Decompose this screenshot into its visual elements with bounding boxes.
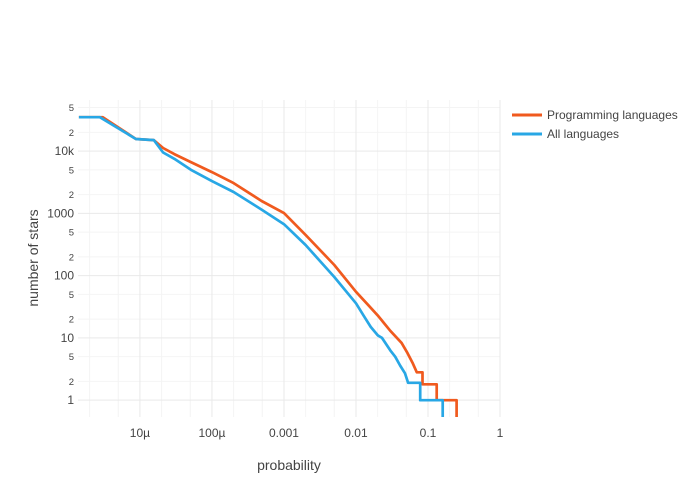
axis-tick-labels: 10µ 100µ 0.001 0.01 0.1 1 10k 1000 100 10 1 5 2 5 2 5 2 5… [47, 103, 503, 440]
x-axis-title: probability [257, 457, 321, 473]
series-line-all-languages [78, 115, 445, 417]
legend-item-all-languages[interactable]: All languages [512, 127, 619, 141]
x-tick-label: 0.001 [269, 426, 299, 440]
y-tick-label: 10k [55, 144, 75, 158]
y-tick-label: 10 [61, 331, 75, 345]
series-line-programming-languages [78, 115, 458, 417]
x-tick-label: 0.01 [344, 426, 368, 440]
x-tick-label: 10µ [130, 426, 150, 440]
y-minor-tick-label: 2 [69, 190, 74, 201]
y-minor-tick-label: 5 [69, 228, 74, 239]
gridlines [78, 100, 501, 417]
y-minor-tick-label: 2 [69, 315, 74, 326]
y-minor-tick-label: 5 [69, 290, 74, 301]
y-axis-title: number of stars [25, 209, 41, 306]
legend-item-label: All languages [547, 127, 619, 141]
y-minor-tick-label: 5 [69, 103, 74, 114]
y-minor-tick-label: 2 [69, 128, 74, 139]
legend: Programming languages All languages [512, 108, 678, 141]
data-series [78, 115, 458, 417]
y-tick-label: 100 [54, 269, 74, 283]
y-minor-tick-label: 2 [69, 252, 74, 263]
x-tick-label: 100µ [198, 426, 225, 440]
x-tick-label: 0.1 [420, 426, 437, 440]
y-tick-label: 1 [67, 393, 74, 407]
y-minor-tick-label: 5 [69, 165, 74, 176]
x-tick-label: 1 [497, 426, 504, 440]
legend-item-label: Programming languages [547, 108, 678, 122]
y-minor-tick-label: 2 [69, 377, 74, 388]
y-minor-tick-label: 5 [69, 352, 74, 363]
y-tick-label: 1000 [47, 206, 74, 220]
legend-item-programming-languages[interactable]: Programming languages [512, 108, 678, 122]
